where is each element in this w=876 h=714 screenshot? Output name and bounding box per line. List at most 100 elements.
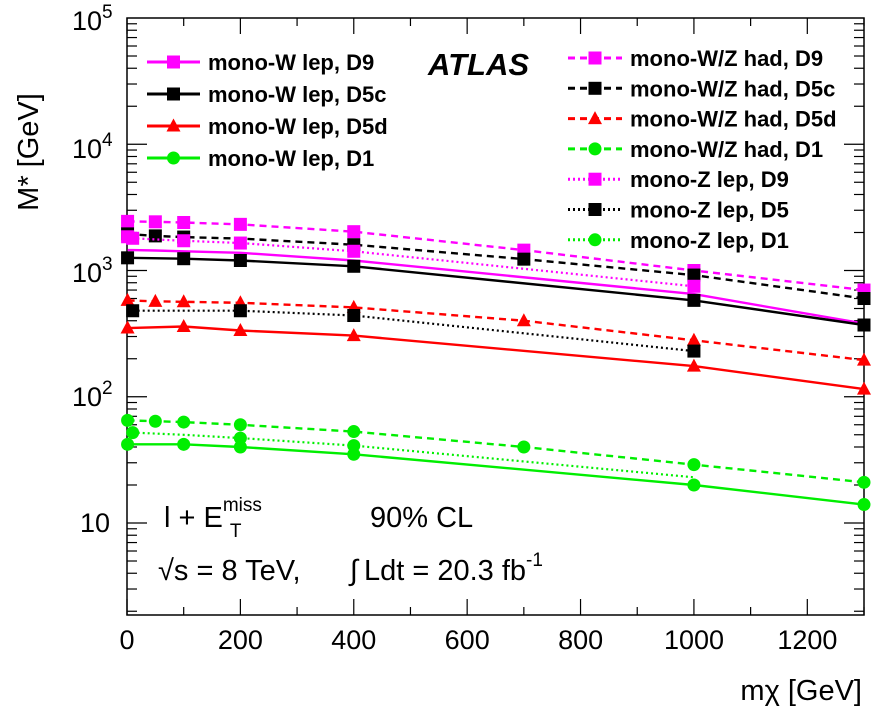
- legend-label: mono-W lep, D5c: [208, 82, 386, 107]
- data-point: [120, 292, 135, 306]
- y-tick-label: 10: [80, 508, 110, 538]
- data-point: [516, 313, 531, 327]
- data-point: [176, 319, 191, 333]
- data-point: [233, 217, 247, 231]
- legend-marker: [588, 142, 602, 156]
- legend: mono-W lep, D9 mono-W lep, D5c mono-W lep,…: [147, 46, 837, 253]
- data-point: [857, 498, 871, 512]
- data-point: [347, 309, 361, 323]
- series-line: [127, 325, 865, 391]
- series-8: [121, 413, 871, 489]
- y-axis-title: M* [GeV]: [13, 93, 45, 211]
- data-point: [177, 415, 191, 429]
- y-tick-label: 102: [72, 378, 113, 412]
- x-tick-label: 800: [558, 625, 603, 655]
- data-point: [148, 414, 162, 428]
- data-point: [176, 294, 191, 308]
- legend-marker: [588, 111, 602, 125]
- legend-marker: [588, 51, 602, 65]
- series-3: [120, 319, 871, 395]
- series-layer: [120, 214, 871, 512]
- data-point: [121, 413, 135, 427]
- x-tick-label: 0: [119, 625, 134, 655]
- channel-label: l + Emiss T: [164, 495, 262, 542]
- series-1: [127, 248, 865, 325]
- data-point: [857, 318, 871, 332]
- legend-label: mono-W/Z had, D5d: [630, 107, 837, 132]
- data-point: [857, 292, 871, 306]
- series-line: [132, 431, 695, 479]
- data-point: [687, 293, 701, 307]
- series-line: [127, 299, 865, 362]
- data-point: [687, 279, 701, 293]
- x-tick-label: 200: [218, 625, 263, 655]
- series-2: [121, 251, 871, 332]
- data-point: [148, 293, 163, 307]
- legend-marker: [588, 203, 602, 216]
- data-point: [687, 268, 701, 282]
- data-point: [233, 418, 247, 432]
- legend-entry: mono-W lep, D1: [147, 146, 374, 171]
- series-line: [127, 248, 865, 325]
- series-line: [127, 232, 865, 300]
- data-point: [517, 252, 531, 266]
- atlas-label: ATLAS: [427, 47, 529, 82]
- legend-entry: mono-Z lep, D1: [568, 228, 789, 253]
- series-11: [126, 426, 695, 479]
- data-point: [347, 425, 361, 439]
- energy-label: √s = 8 TeV,: [158, 555, 301, 587]
- series-10: [126, 304, 701, 358]
- legend-marker: [167, 55, 180, 69]
- data-point: [126, 304, 140, 318]
- legend-label: mono-Z lep, D9: [630, 167, 789, 192]
- legend-marker: [588, 233, 602, 247]
- legend-entry: mono-W/Z had, D1: [568, 137, 823, 162]
- data-point: [177, 252, 191, 266]
- y-tick-labels: 105 104 103 102 10: [72, 2, 113, 538]
- data-point: [126, 426, 140, 440]
- legend-entry: mono-Z lep, D9: [568, 167, 789, 192]
- series-line: [127, 256, 865, 327]
- data-point: [233, 322, 248, 336]
- y-tick-label: 103: [72, 254, 113, 288]
- x-tick-label: 400: [331, 625, 376, 655]
- legend-label: mono-W/Z had, D5c: [630, 76, 835, 101]
- data-point: [148, 215, 162, 229]
- data-point: [177, 215, 191, 229]
- data-point: [121, 437, 135, 451]
- data-point: [686, 358, 701, 372]
- data-point: [347, 439, 361, 453]
- y-tick-label: 104: [72, 130, 113, 164]
- legend-label: mono-W/Z had, D1: [630, 137, 823, 162]
- series-9: [121, 230, 701, 293]
- legend-entry: mono-W/Z had, D9: [568, 46, 823, 71]
- x-tick-label: 1200: [777, 625, 837, 655]
- legend-marker: [588, 81, 602, 95]
- x-axis-title: mχ [GeV]: [740, 675, 862, 707]
- data-point: [233, 431, 247, 445]
- legend-entry: mono-W lep, D5d: [147, 114, 388, 139]
- legend-marker: [167, 87, 180, 101]
- x-tick-label: 1000: [664, 625, 724, 655]
- series-line: [127, 419, 865, 484]
- legend-label: mono-W lep, D5d: [208, 114, 388, 139]
- data-point: [687, 458, 701, 472]
- data-point: [177, 437, 191, 451]
- y-tick-label: 105: [72, 2, 113, 36]
- lumi-label: ∫ Ldt = 20.3 fb-1: [348, 550, 543, 587]
- data-point: [517, 440, 531, 454]
- legend-label: mono-W/Z had, D9: [630, 46, 823, 71]
- data-point: [126, 231, 140, 245]
- data-point: [686, 332, 701, 346]
- data-point: [687, 478, 701, 492]
- x-tick-label: 600: [445, 625, 490, 655]
- data-point: [347, 259, 361, 273]
- data-point: [233, 254, 247, 268]
- data-point: [121, 214, 135, 228]
- legend-marker: [167, 151, 180, 165]
- data-point: [233, 236, 247, 250]
- data-point: [857, 475, 871, 489]
- legend-label: mono-W lep, D9: [208, 50, 374, 75]
- legend-marker: [166, 118, 181, 132]
